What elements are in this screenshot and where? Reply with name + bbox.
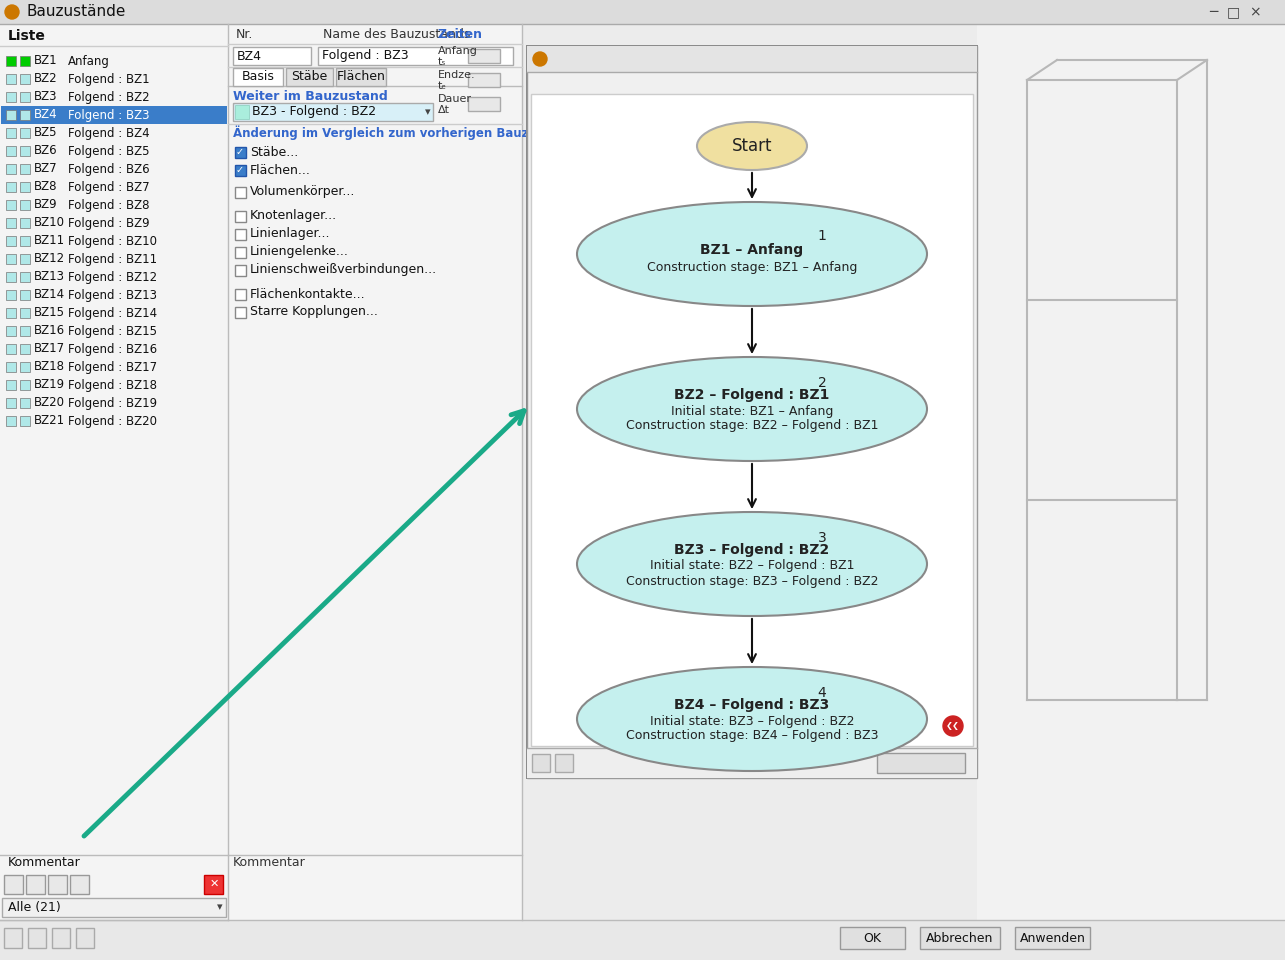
Text: Stäbe: Stäbe [292,70,328,84]
Text: Initial state: BZ3 – Folgend : BZ2: Initial state: BZ3 – Folgend : BZ2 [650,714,855,728]
Text: Folgend : BZ13: Folgend : BZ13 [68,289,157,301]
Text: Construction stage: BZ4 – Folgend : BZ3: Construction stage: BZ4 – Folgend : BZ3 [626,730,878,742]
FancyBboxPatch shape [235,247,245,258]
Text: Linienschweißverbindungen...: Linienschweißverbindungen... [251,263,437,276]
FancyBboxPatch shape [21,218,30,228]
Text: Construction stage: BZ3 – Folgend : BZ2: Construction stage: BZ3 – Folgend : BZ2 [626,574,878,588]
FancyBboxPatch shape [6,236,15,246]
Text: OK: OK [864,931,882,945]
FancyBboxPatch shape [21,254,30,264]
Text: Start: Start [731,137,772,155]
Text: Basis: Basis [242,70,275,84]
FancyBboxPatch shape [977,24,1285,920]
Text: Folgend : BZ17: Folgend : BZ17 [68,361,157,373]
Text: Δt: Δt [438,105,450,115]
Text: Schließen: Schließen [891,756,952,770]
Text: Knotenlager...: Knotenlager... [251,209,337,223]
FancyBboxPatch shape [531,94,973,746]
Text: Folgend : BZ9: Folgend : BZ9 [68,217,149,229]
Text: BZ10: BZ10 [33,217,66,229]
FancyBboxPatch shape [4,928,22,948]
Text: Construction Stages – Phase Tree: Construction Stages – Phase Tree [553,52,784,66]
FancyBboxPatch shape [6,92,15,102]
Text: ❮❮: ❮❮ [946,722,960,731]
FancyBboxPatch shape [532,754,550,772]
FancyBboxPatch shape [335,68,385,86]
Text: BZ3 - Folgend : BZ2: BZ3 - Folgend : BZ2 [252,106,377,118]
FancyBboxPatch shape [21,290,30,300]
Text: Construction stage: BZ1 – Anfang: Construction stage: BZ1 – Anfang [646,261,857,275]
Text: Flächen: Flächen [337,70,386,84]
Text: Folgend : BZ12: Folgend : BZ12 [68,271,157,283]
Text: ×: × [953,52,965,66]
FancyBboxPatch shape [287,68,333,86]
Text: BZ18: BZ18 [33,361,66,373]
Ellipse shape [577,667,926,771]
Text: Liniengelenke...: Liniengelenke... [251,246,348,258]
FancyBboxPatch shape [840,927,905,949]
Text: 1: 1 [817,229,826,243]
Text: BZ15: BZ15 [33,306,66,320]
Text: Folgend : BZ11: Folgend : BZ11 [68,252,157,266]
FancyBboxPatch shape [3,898,226,917]
FancyBboxPatch shape [468,49,500,63]
FancyBboxPatch shape [6,56,15,66]
FancyBboxPatch shape [6,380,15,390]
Text: ✓: ✓ [236,147,244,157]
Text: Endze.: Endze. [438,70,475,80]
FancyBboxPatch shape [317,47,513,65]
FancyBboxPatch shape [6,218,15,228]
FancyBboxPatch shape [6,254,15,264]
FancyBboxPatch shape [21,164,30,174]
Text: Flächen...: Flächen... [251,163,311,177]
Text: BZ1: BZ1 [33,55,58,67]
FancyBboxPatch shape [1015,927,1090,949]
Text: BZ2: BZ2 [33,73,58,85]
FancyBboxPatch shape [235,147,245,158]
FancyBboxPatch shape [233,103,433,121]
Text: Kommentar: Kommentar [8,856,81,870]
Text: tₑ: tₑ [438,81,447,91]
Text: Kommentar: Kommentar [233,856,306,870]
Text: Volumenkörper...: Volumenkörper... [251,185,356,199]
Text: Folgend : BZ10: Folgend : BZ10 [68,234,157,248]
FancyBboxPatch shape [233,68,283,86]
Text: BZ4 – Folgend : BZ3: BZ4 – Folgend : BZ3 [675,698,830,712]
Text: Folgend : BZ16: Folgend : BZ16 [68,343,157,355]
FancyBboxPatch shape [21,362,30,372]
Text: Name des Bauzustands: Name des Bauzustands [323,28,470,40]
Text: Folgend : BZ15: Folgend : BZ15 [68,324,157,338]
Text: Bauzustände: Bauzustände [26,5,126,19]
Text: BZ19: BZ19 [33,378,66,392]
FancyBboxPatch shape [21,146,30,156]
FancyBboxPatch shape [21,326,30,336]
FancyBboxPatch shape [21,308,30,318]
Text: 2: 2 [817,376,826,390]
Circle shape [943,716,962,736]
FancyBboxPatch shape [6,398,15,408]
FancyBboxPatch shape [6,416,15,426]
FancyBboxPatch shape [21,200,30,210]
FancyBboxPatch shape [6,290,15,300]
Text: BZ1 – Anfang: BZ1 – Anfang [700,243,803,257]
FancyBboxPatch shape [21,344,30,354]
FancyBboxPatch shape [21,236,30,246]
Text: Nr.: Nr. [236,28,253,40]
FancyBboxPatch shape [235,187,245,198]
Text: BZ20: BZ20 [33,396,66,410]
FancyBboxPatch shape [51,928,69,948]
Text: Stäbe...: Stäbe... [251,146,298,158]
Text: BZ8: BZ8 [33,180,58,194]
Text: Folgend : BZ2: Folgend : BZ2 [68,90,149,104]
Text: ✕: ✕ [209,879,218,889]
FancyBboxPatch shape [526,45,978,779]
Text: Folgend : BZ14: Folgend : BZ14 [68,306,157,320]
FancyBboxPatch shape [527,748,977,778]
FancyBboxPatch shape [21,398,30,408]
FancyBboxPatch shape [21,56,30,66]
Text: Weiter im Bauzustand: Weiter im Bauzustand [233,89,388,103]
FancyBboxPatch shape [0,0,1285,24]
Text: Folgend : BZ19: Folgend : BZ19 [68,396,157,410]
Text: Folgend : BZ6: Folgend : BZ6 [68,162,149,176]
